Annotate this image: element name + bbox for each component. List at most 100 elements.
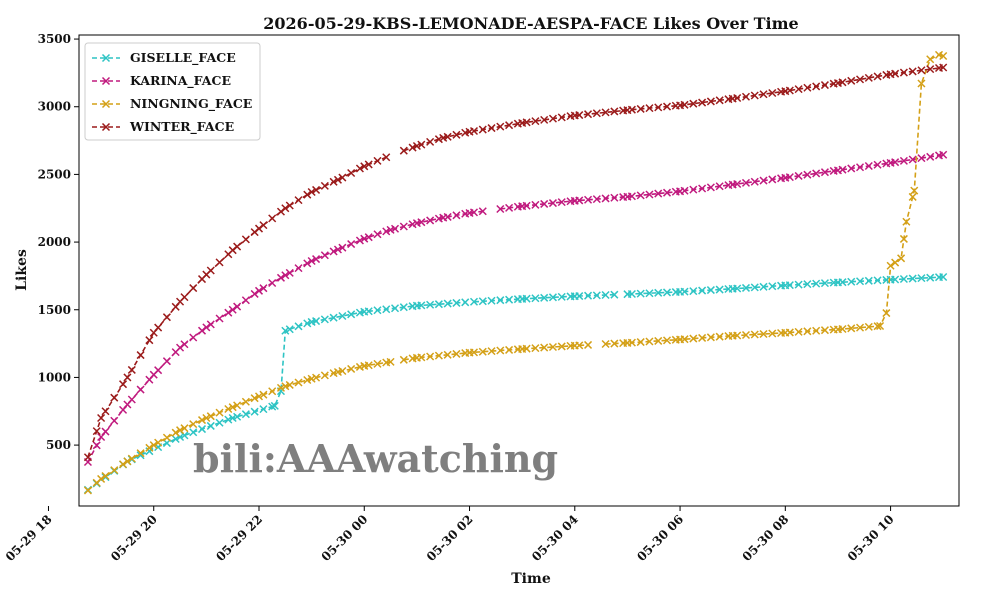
- series-ningning-face: [83, 50, 948, 495]
- data-point: [654, 288, 663, 297]
- data-point: [360, 234, 369, 243]
- data-point: [189, 428, 198, 437]
- data-point: [706, 333, 715, 342]
- data-point: [333, 245, 342, 254]
- data-point: [939, 51, 948, 61]
- data-point: [864, 161, 873, 171]
- data-point: [215, 418, 224, 427]
- data-point: [487, 296, 496, 305]
- data-point: [294, 322, 303, 331]
- series-line: [403, 344, 589, 361]
- data-point: [180, 293, 189, 302]
- data-point: [908, 67, 917, 76]
- data-point: [838, 324, 847, 334]
- data-point: [654, 189, 663, 198]
- data-point: [803, 280, 812, 289]
- data-point: [97, 413, 106, 423]
- data-point: [540, 199, 549, 208]
- data-point: [434, 351, 443, 360]
- data-point: [399, 222, 408, 231]
- data-point: [505, 121, 514, 130]
- data-point: [926, 55, 935, 64]
- x-tick-label: 05-30 08: [740, 512, 792, 564]
- data-point: [154, 438, 163, 447]
- data-point: [741, 330, 751, 340]
- data-point: [794, 327, 803, 336]
- data-point: [202, 413, 211, 423]
- data-point: [233, 401, 242, 410]
- data-point: [917, 274, 926, 283]
- data-point: [557, 342, 566, 351]
- data-point: [92, 427, 101, 436]
- data-point: [443, 212, 452, 221]
- data-point: [469, 208, 479, 217]
- x-tick-label: 05-30 04: [529, 512, 581, 564]
- data-point: [355, 236, 364, 245]
- data-point: [785, 173, 794, 182]
- data-point: [149, 441, 158, 450]
- data-point: [469, 348, 479, 357]
- data-point: [382, 153, 391, 162]
- data-point: [584, 195, 593, 204]
- data-point: [601, 108, 610, 117]
- data-point: [662, 188, 672, 197]
- data-point: [768, 282, 777, 291]
- data-point: [698, 333, 707, 342]
- data-point: [531, 294, 540, 303]
- data-point: [338, 243, 347, 252]
- x-tick-label: 05-30 02: [424, 512, 476, 564]
- data-point: [575, 196, 584, 205]
- data-point: [285, 325, 294, 334]
- data-point: [733, 179, 742, 189]
- data-point: [189, 333, 198, 342]
- y-tick-label: 2500: [38, 167, 71, 181]
- data-point: [224, 415, 233, 424]
- data-point: [812, 279, 821, 288]
- data-point: [759, 176, 768, 185]
- data-point: [224, 308, 233, 317]
- data-point: [785, 328, 794, 337]
- legend-marker: [101, 76, 111, 86]
- legend-marker: [101, 99, 111, 109]
- data-point: [715, 96, 724, 105]
- data-point: [540, 343, 549, 352]
- data-point: [926, 152, 935, 161]
- data-point: [294, 264, 303, 273]
- data-point: [259, 221, 268, 230]
- data-point: [382, 227, 391, 236]
- data-point: [233, 242, 242, 251]
- data-point: [364, 307, 373, 316]
- data-point: [794, 171, 803, 180]
- data-point: [899, 234, 908, 243]
- data-point: [636, 289, 645, 298]
- data-point: [206, 421, 215, 430]
- data-point: [899, 68, 908, 77]
- data-point: [592, 291, 601, 300]
- data-point: [939, 150, 948, 159]
- data-point: [145, 336, 154, 345]
- data-point: [347, 310, 356, 319]
- data-point: [228, 305, 237, 314]
- data-point: [364, 160, 373, 169]
- data-point: [250, 407, 259, 416]
- data-point: [119, 460, 128, 469]
- data-point: [856, 323, 865, 332]
- data-point: [355, 164, 364, 173]
- data-point: [399, 355, 408, 364]
- data-point: [610, 107, 619, 116]
- data-point: [162, 357, 171, 366]
- data-point: [496, 122, 505, 131]
- data-point: [233, 412, 242, 421]
- data-point: [469, 297, 479, 306]
- data-point: [360, 162, 369, 171]
- data-point: [154, 323, 163, 332]
- y-axis-label: Likes: [14, 249, 30, 291]
- plot-frame: [78, 34, 960, 507]
- data-point: [127, 395, 136, 404]
- data-point: [338, 366, 347, 376]
- data-point: [645, 289, 654, 298]
- data-point: [548, 293, 557, 302]
- data-point: [864, 322, 873, 331]
- data-point: [794, 85, 803, 94]
- data-point: [469, 126, 479, 136]
